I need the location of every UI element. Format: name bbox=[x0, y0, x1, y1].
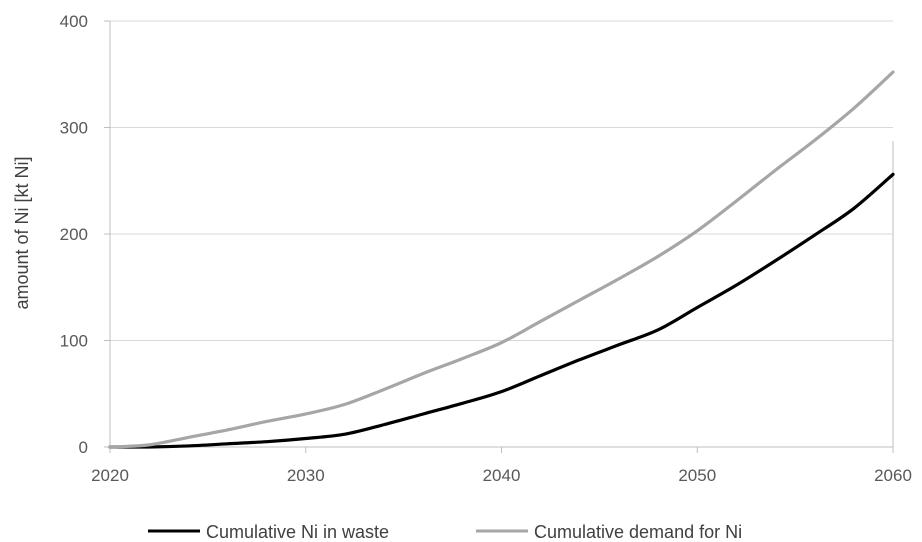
y-axis-title: amount of Ni [kt Ni] bbox=[12, 156, 32, 309]
y-tick-label-0: 0 bbox=[79, 438, 88, 457]
y-tick-label-100: 100 bbox=[60, 332, 88, 351]
legend-label-cumulative-ni-in-waste: Cumulative Ni in waste bbox=[206, 522, 389, 542]
y-tick-label-300: 300 bbox=[60, 119, 88, 138]
series-line-cumulative-demand-for-ni bbox=[108, 70, 895, 449]
x-tick-label-2030: 2030 bbox=[287, 466, 325, 485]
x-tick-label-2050: 2050 bbox=[678, 466, 716, 485]
series-line-cumulative-ni-in-waste bbox=[108, 172, 895, 449]
y-tick-label-200: 200 bbox=[60, 225, 88, 244]
x-tick-label-2020: 2020 bbox=[91, 466, 129, 485]
x-tick-label-2060: 2060 bbox=[874, 466, 912, 485]
y-tick-label-400: 400 bbox=[60, 12, 88, 31]
label-layer: 0 100 200 300 400 2020 2030 2040 2050 2060 bbox=[60, 12, 912, 485]
grid-layer bbox=[110, 20, 893, 341]
axis-layer bbox=[104, 20, 894, 453]
legend-label-cumulative-demand-for-ni: Cumulative demand for Ni bbox=[534, 522, 742, 542]
legend: Cumulative Ni in waste Cumulative demand… bbox=[148, 522, 742, 542]
series-layer bbox=[108, 70, 895, 449]
x-tick-label-2040: 2040 bbox=[483, 466, 521, 485]
